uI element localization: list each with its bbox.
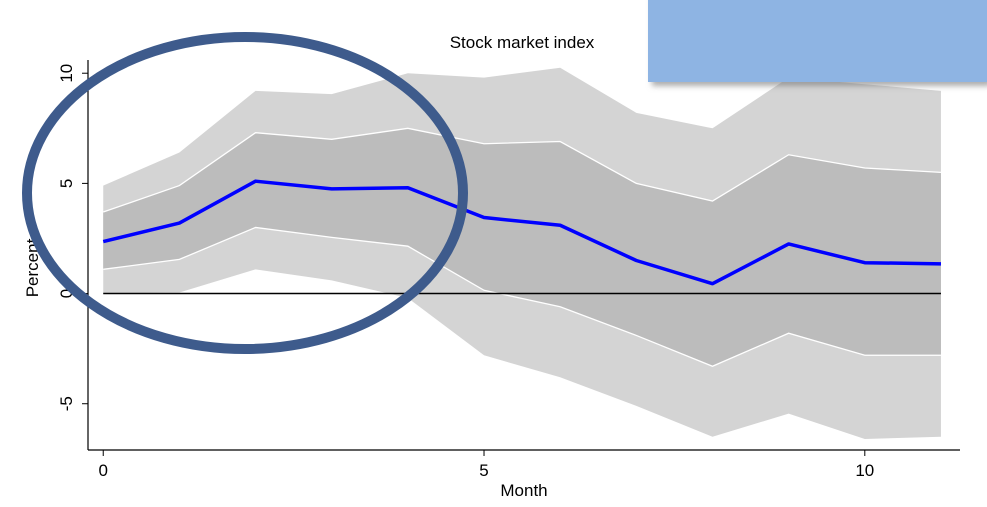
line: [102, 179, 941, 286]
y-tick-label: 10: [57, 64, 76, 83]
y-tick-label: 5: [57, 179, 76, 188]
y-tick-label: -5: [57, 396, 76, 411]
x-tick-label: 5: [479, 461, 488, 480]
overlay-box: [648, 0, 987, 82]
band-lower-edge: [103, 226, 941, 367]
y-axis-label: Percent: [23, 238, 42, 297]
highlight-circle: [22, 32, 468, 354]
y-tick-label: 0: [57, 289, 76, 298]
x-tick-label: 0: [98, 461, 107, 480]
x-axis-label: Month: [500, 481, 547, 500]
chart-title: Stock market index: [450, 33, 595, 52]
band-upper-edge: [103, 127, 941, 213]
x-tick-label: 10: [855, 461, 874, 480]
plot-area: -5 0 5 10 0 5 10: [57, 60, 960, 480]
